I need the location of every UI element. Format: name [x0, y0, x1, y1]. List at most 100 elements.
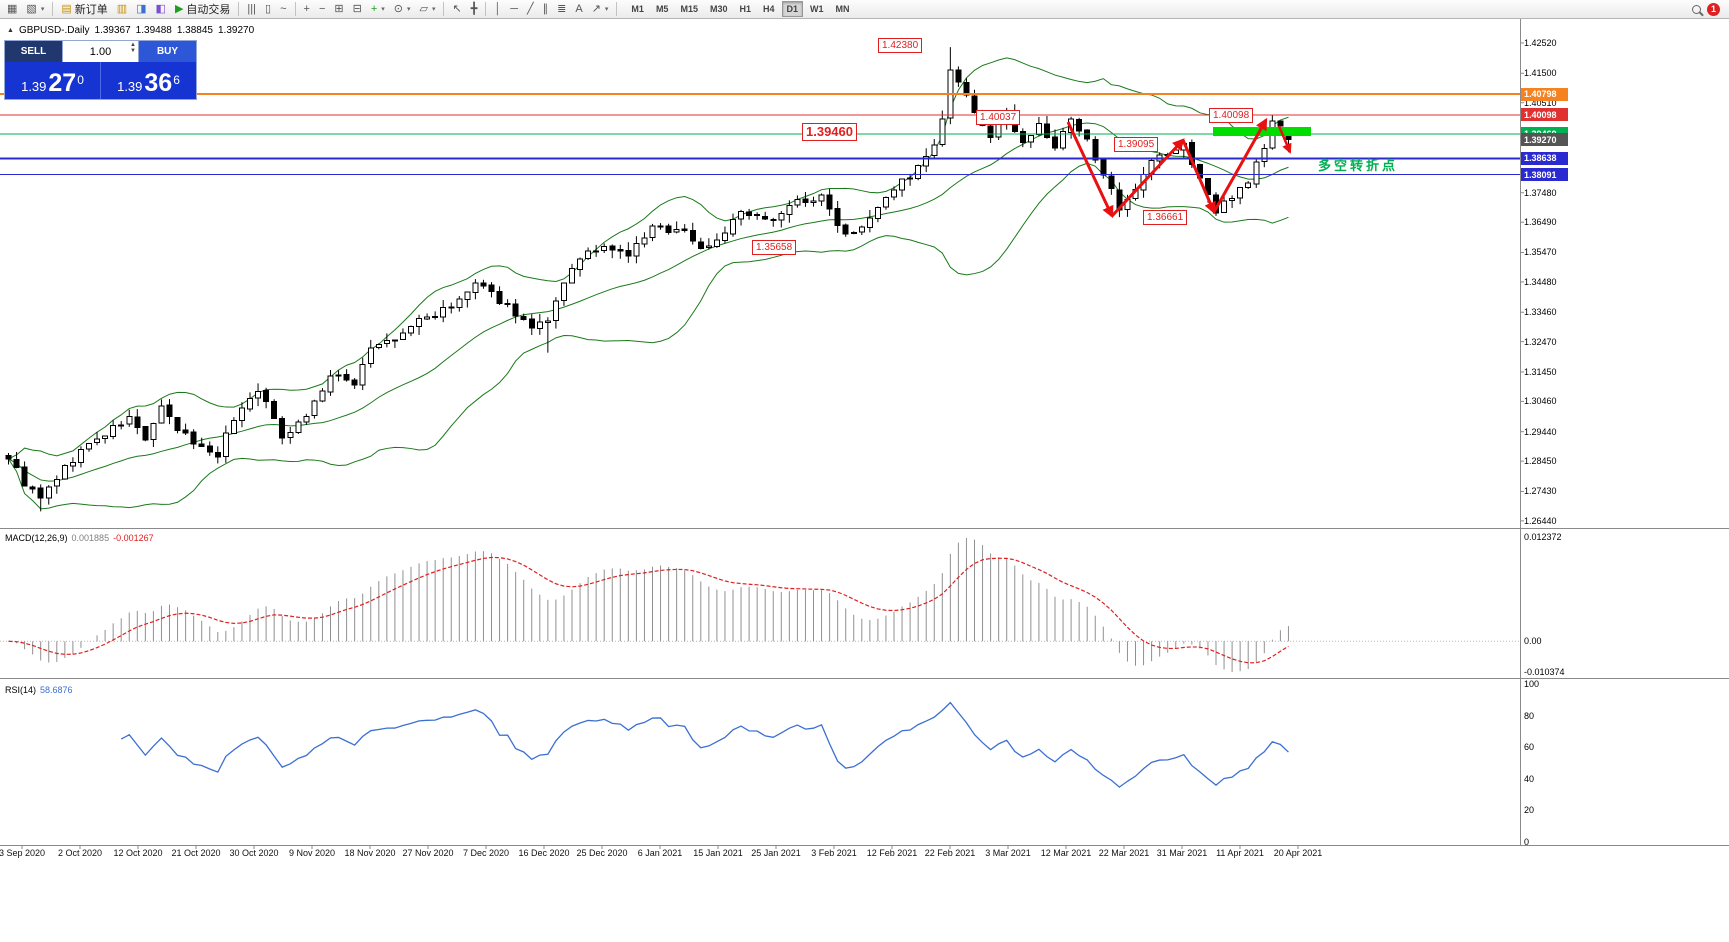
- candles-series: [5, 47, 1292, 512]
- toolbar: ▦ ▧ ▾ ▤ 新订单 ▥ ◨ ◧ ▶ 自动交易 ||| ▯ ~ + − ⊞ ⊟ …: [0, 0, 1729, 19]
- fibonacci-icon: ≣: [557, 2, 567, 15]
- rsi-name: RSI(14): [5, 685, 37, 695]
- date-axis-label: 22 Feb 2021: [924, 848, 976, 858]
- rsi-axis-label: 20: [1524, 805, 1535, 816]
- timeframe-button-H1[interactable]: H1: [739, 4, 751, 14]
- timeframe-button-W1[interactable]: W1: [810, 4, 824, 14]
- lot-size-stepper[interactable]: ▲ ▼: [130, 42, 136, 54]
- date-axis-label: 25 Jan 2021: [751, 848, 801, 858]
- new-chart-button[interactable]: ▦: [3, 0, 21, 18]
- timeframe-group: M1 M5 M15 M30 H1 H4 D1 W1 MN: [625, 1, 855, 17]
- sell-button[interactable]: SELL: [5, 41, 62, 62]
- tile-windows-button[interactable]: ⊞: [330, 0, 347, 18]
- date-axis-label: 2 Oct 2020: [57, 848, 103, 858]
- date-axis-label: 15 Jan 2021: [693, 848, 743, 858]
- indicators-button[interactable]: + ▾: [367, 0, 389, 18]
- toolbar-separator: [616, 2, 618, 16]
- pane-borders: [0, 18, 1729, 849]
- timeframe-button-MN[interactable]: MN: [835, 4, 850, 14]
- notification-badge[interactable]: 1: [1707, 2, 1720, 16]
- price-tag: 1.40798: [1521, 87, 1568, 101]
- stepper-up-icon[interactable]: ▲: [130, 42, 136, 48]
- rsi-axis-label: 60: [1524, 742, 1535, 753]
- market-watch-button[interactable]: ▥: [113, 0, 131, 18]
- horizontal-line-icon: ─: [510, 2, 518, 15]
- chevron-down-icon: ▾: [604, 6, 609, 13]
- lot-size-input[interactable]: 1.00 ▲ ▼: [62, 41, 139, 62]
- chart-ohlc-title: ▲ GBPUSD-.Daily 1.39367 1.39488 1.38845 …: [7, 25, 254, 36]
- one-click-trading-widget: SELL 1.00 ▲ ▼ BUY 1.39 27 0 1.39 36 6: [4, 40, 197, 100]
- cascade-windows-icon: ⊟: [352, 2, 362, 15]
- periods-button[interactable]: ⊙ ▾: [390, 0, 415, 18]
- auto-trading-play-icon: ▶: [174, 2, 184, 15]
- new-order-button[interactable]: ▤ 新订单: [57, 0, 111, 18]
- navigator-button[interactable]: ◨: [132, 0, 150, 18]
- open-value: 1.39367: [94, 25, 131, 36]
- sell-price-base: 1.39: [21, 78, 47, 94]
- date-axis-label: 30 Oct 2020: [229, 848, 279, 858]
- rsi-pane-label: RSI(14) 58.6876: [5, 685, 73, 695]
- sell-price-display[interactable]: 1.39 27 0: [5, 62, 100, 99]
- price-scale-label: 1.35470: [1524, 247, 1557, 258]
- price-tag: 1.39270: [1521, 133, 1568, 147]
- price-callout: 1.39095: [1114, 137, 1159, 152]
- order-doc-icon: ▤: [61, 2, 72, 15]
- periods-clock-icon: ⊙: [393, 2, 403, 15]
- candlestick-chart-icon: ▯: [265, 2, 272, 15]
- price-scale-label: 1.42520: [1524, 37, 1557, 48]
- templates-button[interactable]: ▱ ▾: [416, 0, 440, 18]
- arrows-tool-button[interactable]: ↗ ▾: [588, 0, 613, 18]
- trendline-tool-button[interactable]: ╱: [523, 0, 538, 18]
- cascade-windows-button[interactable]: ⊟: [349, 0, 366, 18]
- bar-chart-button[interactable]: |||: [243, 0, 260, 18]
- stepper-down-icon[interactable]: ▼: [130, 48, 136, 54]
- indicators-add-icon: +: [370, 2, 378, 15]
- line-chart-icon: ~: [280, 2, 287, 15]
- fibonacci-tool-button[interactable]: ≣: [553, 0, 570, 18]
- candlestick-chart-button[interactable]: ▯: [261, 0, 275, 18]
- line-chart-button[interactable]: ~: [276, 0, 290, 18]
- buy-button[interactable]: BUY: [139, 41, 196, 62]
- timeframe-button-M1[interactable]: M1: [631, 4, 644, 14]
- channel-tool-button[interactable]: ∥: [539, 0, 553, 18]
- macd-histogram: [16, 538, 1289, 672]
- symbol-period-label: GBPUSD-.Daily: [18, 25, 90, 36]
- buy-price-display[interactable]: 1.39 36 6: [100, 62, 196, 99]
- cursor-tool-button[interactable]: ↖: [448, 0, 465, 18]
- timeframe-button-M5[interactable]: M5: [655, 4, 669, 14]
- price-callout: 1.36661: [1143, 210, 1188, 225]
- profiles-button[interactable]: ▧ ▾: [22, 0, 48, 18]
- date-axis-label: 3 Feb 2021: [811, 848, 857, 858]
- new-chart-icon: ▦: [7, 2, 18, 15]
- price-callout: 1.35658: [752, 240, 797, 255]
- chevron-down-icon: ▾: [431, 6, 436, 13]
- price-callout: 1.40037: [976, 110, 1021, 125]
- macd-signal-line: [8, 556, 1289, 664]
- high-value: 1.39488: [135, 25, 172, 36]
- auto-trading-button[interactable]: ▶ 自动交易: [171, 0, 234, 18]
- timeframe-button-D1[interactable]: D1: [781, 1, 804, 17]
- date-axis-label: 6 Jan 2021: [637, 848, 683, 858]
- rsi-axis-label: 0: [1524, 837, 1530, 847]
- vertical-line-tool-button[interactable]: │: [490, 0, 505, 18]
- timeframe-button-M30[interactable]: M30: [709, 4, 728, 14]
- zoom-in-button[interactable]: +: [300, 0, 314, 18]
- timeframe-button-M15[interactable]: M15: [680, 4, 698, 14]
- toolbar-separator: [238, 2, 240, 16]
- timeframe-button-H4[interactable]: H4: [763, 4, 775, 14]
- horizontal-line-tool-button[interactable]: ─: [506, 0, 522, 18]
- date-axis-label: 3 Sep 2020: [0, 848, 46, 858]
- text-tool-button[interactable]: A: [571, 0, 586, 18]
- date-axis-label: 12 Mar 2021: [1040, 848, 1092, 858]
- price-scale-label: 1.34480: [1524, 276, 1557, 287]
- price-callout: 1.40098: [1209, 108, 1254, 123]
- zoom-out-button[interactable]: −: [315, 0, 329, 18]
- vertical-line-icon: │: [494, 2, 502, 15]
- zoom-out-icon: −: [318, 2, 326, 15]
- crosshair-tool-button[interactable]: ╋: [467, 0, 482, 18]
- search-icon[interactable]: [1692, 4, 1701, 14]
- price-scale-label: 1.26440: [1524, 515, 1557, 526]
- market-watch-icon: ▥: [116, 2, 128, 15]
- terminal-button[interactable]: ◧: [152, 0, 170, 18]
